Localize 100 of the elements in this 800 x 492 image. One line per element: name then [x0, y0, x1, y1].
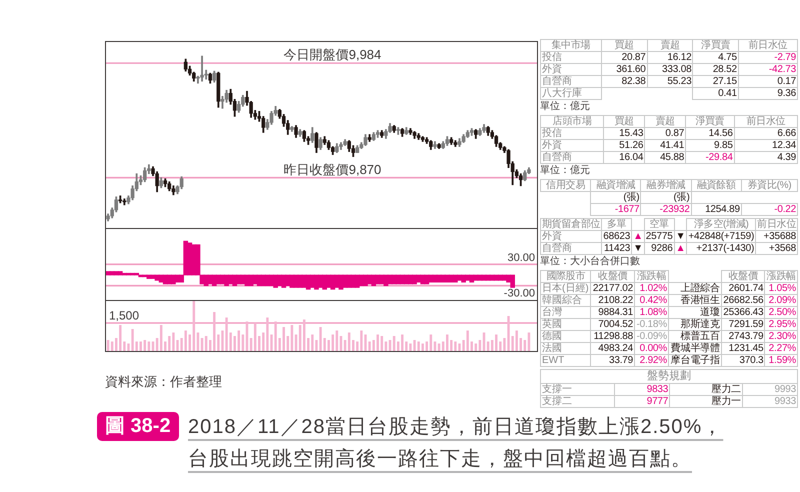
text: 壓力一 [712, 396, 741, 407]
category-label: 淨多空(增減) [686, 218, 756, 230]
text: 2601.74 [728, 283, 764, 294]
text: (張) [674, 192, 690, 203]
text: 支撐一 [542, 384, 572, 395]
text: 單位：大小台合併口數 [540, 256, 641, 268]
text: 1.59% [768, 355, 796, 366]
text: -0.18% [636, 319, 667, 330]
text: 27.15 [712, 76, 737, 87]
text: 自營商 [542, 152, 572, 163]
text: 6.66 [777, 128, 796, 139]
text: +2137(-1430) [696, 243, 754, 254]
text: 4983.24 [598, 343, 634, 354]
text: +3568 [768, 243, 796, 254]
text: -23932 [660, 204, 690, 215]
text: 11423 [604, 243, 630, 254]
category-label: 賣超 [644, 116, 686, 128]
text: 自營商 [542, 243, 572, 254]
category-label: 期貨留倉部位 [540, 218, 602, 230]
text: 德國 [542, 331, 562, 342]
text: -1677 [614, 204, 640, 215]
text: 7004.52 [598, 319, 634, 330]
text: 0.17 [777, 76, 796, 87]
text: +35688 [764, 231, 796, 242]
text: 費城半導體 [670, 343, 720, 354]
text: 1.05% [768, 283, 796, 294]
text: 2018／11／28當日台股走勢，前日道瓊指數上漲2.50%，台股出現跳空開高後一路往下走，盤中回檔超過百點。 [188, 415, 724, 472]
text: EWT [542, 355, 564, 366]
text: 0.42% [640, 295, 667, 306]
category-label: 集中市場 [540, 40, 602, 52]
text: 自營商 [542, 76, 572, 87]
text: 2.09% [768, 295, 796, 306]
category-label: 淨買賣 [686, 116, 734, 128]
ref-line-label: -30.00 [504, 287, 535, 300]
category-label: 收盤價 [721, 270, 765, 282]
text: 33.79 [609, 355, 634, 366]
source-note: 資料來源：作者整理 [105, 374, 222, 390]
text: 2108.22 [598, 295, 634, 306]
text: 1.08% [640, 307, 667, 318]
text: 4.39 [777, 152, 796, 163]
text: 投信 [542, 128, 562, 139]
text: 7291.59 [728, 319, 764, 330]
text: 1254.89 [705, 204, 740, 215]
text: 9286 [651, 243, 673, 254]
category-label: 前日水位 [734, 116, 798, 128]
text: -29.84 [706, 152, 733, 163]
text: 1231.45 [728, 343, 764, 354]
text: 51.26 [619, 140, 644, 151]
category-label: 信用交易 [540, 180, 591, 192]
text: 標普五百 [680, 331, 720, 342]
category-label: 買超 [601, 40, 648, 52]
category-label: 淨買賣 [692, 40, 738, 52]
category-label: 前日水位 [738, 40, 798, 52]
text: -42.73 [768, 64, 796, 75]
text: 道瓊 [700, 307, 720, 318]
text: 上證綜合 [680, 283, 720, 294]
text: 壓力二 [712, 384, 741, 395]
text: 那斯達克 [680, 319, 720, 330]
text: 55.23 [667, 76, 692, 87]
category-label: 前日水位 [756, 218, 798, 230]
text: 外資 [542, 140, 562, 151]
ref-line-label: 昨日收盤價9,870 [284, 162, 382, 177]
text: 投信 [542, 52, 562, 63]
category-label: 融資餘額 [691, 180, 742, 192]
category-label: 漲跌幅 [634, 270, 668, 282]
text: 370.3 [739, 355, 764, 366]
text: 25775 [646, 231, 673, 242]
text: 0.87 [665, 128, 684, 139]
text: 9.36 [777, 88, 796, 99]
text: 台灣 [542, 307, 562, 318]
category-label: 國際股市 [540, 270, 591, 282]
text: 2.50% [768, 307, 796, 318]
text: -2.79 [774, 52, 796, 63]
category-label: 店頭市場 [540, 116, 604, 128]
caption: 圖 38-2 [97, 412, 179, 441]
text: ▲ [633, 231, 643, 242]
category-label: 券資比(%) [741, 180, 798, 192]
text: ▼ [633, 243, 643, 254]
category-label: 賣超 [647, 40, 693, 52]
text: 0.41 [718, 88, 737, 99]
category-label: 多單 [602, 218, 632, 230]
text: 22177.02 [592, 283, 634, 294]
text: 日本(日經) [542, 283, 589, 294]
text: 9884.31 [598, 307, 634, 318]
text: 9777 [646, 396, 668, 407]
text: (張) [623, 192, 640, 203]
text: 16.04 [619, 152, 644, 163]
text: 12.34 [772, 140, 796, 151]
text: -0.09% [636, 331, 667, 342]
text: 1.02% [640, 283, 667, 294]
text: ▲ [676, 243, 686, 254]
text: 法國 [542, 343, 562, 354]
text: 2743.79 [728, 331, 764, 342]
text: 14.56 [708, 128, 733, 139]
text: 11298.88 [594, 331, 634, 342]
text: 9993 [774, 384, 796, 395]
text: 15.43 [619, 128, 644, 139]
text: 20.87 [622, 52, 646, 63]
category-label: 買超 [604, 116, 645, 128]
text: 單位：億元 [540, 101, 591, 113]
